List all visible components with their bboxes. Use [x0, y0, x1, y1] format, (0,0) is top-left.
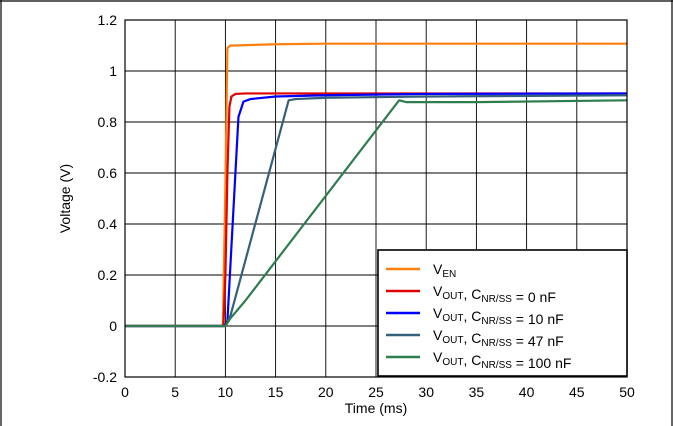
x-tick-label: 45 — [569, 384, 585, 400]
y-tick-label: 0.2 — [98, 267, 118, 283]
series-line-4 — [125, 99, 628, 328]
x-tick-label: 0 — [121, 384, 129, 400]
x-tick-label: 30 — [418, 384, 434, 400]
x-axis-label: Time (ms) — [345, 400, 407, 416]
legend-entry-label: VEN — [433, 261, 456, 280]
series-line-0 — [125, 42, 627, 328]
y-tick-label: 0.8 — [98, 114, 118, 130]
y-tick-label: -0.2 — [93, 369, 117, 385]
legend-entry-label: VOUT, CNR/SS = 47 nF — [433, 327, 564, 349]
x-tick-label: 25 — [368, 384, 384, 400]
y-tick-label: 0.4 — [98, 216, 118, 232]
x-tick-labels: 0 5 10 15 20 25 30 35 40 45 50 — [121, 384, 635, 400]
x-tick-label: 15 — [268, 384, 284, 400]
y-tick-label: 1.2 — [98, 12, 118, 28]
x-tick-label: 20 — [318, 384, 334, 400]
y-tick-label: 1 — [109, 63, 117, 79]
plot-area-border — [124, 19, 628, 378]
legend-entry-label: VOUT, CNR/SS = 100 nF — [433, 349, 571, 371]
series-lines — [125, 42, 628, 328]
y-tick-label: 0.6 — [98, 165, 118, 181]
y-tick-label: 0 — [109, 318, 117, 334]
x-tick-label: 50 — [619, 384, 635, 400]
y-tick-labels: -0.2 0 0.2 0.4 0.6 0.8 1 1.2 — [93, 12, 117, 385]
x-tick-label: 40 — [519, 384, 535, 400]
legend-entry-label: VOUT, CNR/SS = 10 nF — [433, 305, 564, 327]
y-axis-label: Voltage (V) — [57, 164, 73, 233]
x-tick-label: 5 — [171, 384, 179, 400]
legend-entry-label: VOUT, CNR/SS = 0 nF — [433, 283, 556, 305]
x-tick-label: 35 — [469, 384, 485, 400]
series-line-1 — [125, 92, 627, 328]
x-tick-label: 10 — [218, 384, 234, 400]
